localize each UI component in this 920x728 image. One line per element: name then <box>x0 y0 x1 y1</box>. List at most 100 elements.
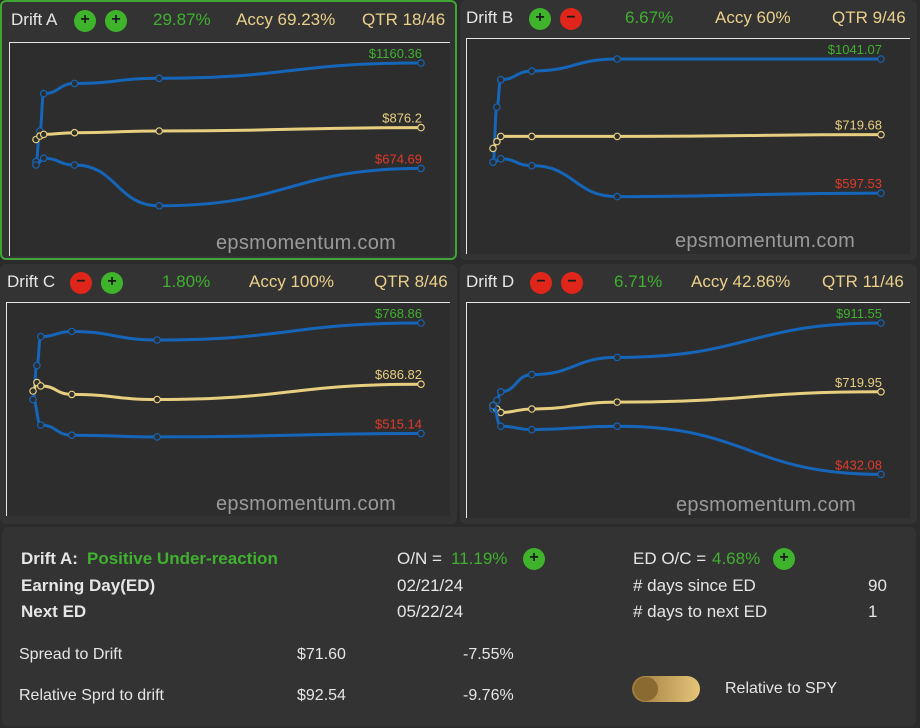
plus-icon[interactable]: + <box>105 10 127 32</box>
data-point <box>417 123 425 132</box>
drift-a-accuracy: Accy 69.23% <box>236 10 336 29</box>
plus-icon[interactable]: + <box>529 8 551 30</box>
drift-d-panel[interactable]: Drift D − − 6.71% Accy 42.86% QTR 11/46 … <box>460 264 917 524</box>
drift-d-header: Drift D − − 6.71% Accy 42.86% QTR 11/46 <box>460 264 917 300</box>
plus-icon[interactable]: + <box>523 548 545 570</box>
data-point <box>613 422 621 431</box>
spread-label: Spread to Drift <box>19 646 123 663</box>
upper-drift-line <box>34 61 422 164</box>
data-point <box>877 130 885 139</box>
data-point <box>877 319 885 327</box>
lower-drift-line <box>35 156 422 208</box>
data-point <box>70 79 79 88</box>
data-point <box>68 431 76 440</box>
drift-c-accuracy: Accy 100% <box>249 272 335 291</box>
minus-icon[interactable]: − <box>561 272 583 294</box>
drift-a-svg: $1160.36 $876.2 $674.69 <box>32 46 425 210</box>
data-point <box>496 422 505 431</box>
data-point <box>877 388 885 396</box>
minus-icon[interactable]: − <box>560 8 582 30</box>
data-point <box>155 74 164 83</box>
data-point <box>613 55 621 63</box>
drift-c-svg: $768.86 $686.82 $515.14 <box>29 306 425 441</box>
watermark: epsmomentum.com <box>675 230 856 252</box>
drift-d-qtr: QTR 11/46 <box>822 272 904 291</box>
drift-c-chart: $768.86 $686.82 $515.14 epsmomentum.com <box>6 302 450 516</box>
next-ed-value: 05/22/24 <box>397 602 464 621</box>
data-point <box>68 390 76 399</box>
mid-drift-line <box>492 390 882 414</box>
plus-icon[interactable]: + <box>74 10 96 32</box>
drift-b-svg: $1041.07 $719.68 $597.53 <box>489 42 885 201</box>
days-to-next-label: # days to next ED <box>633 602 768 621</box>
days-since-label: # days since ED <box>633 576 756 595</box>
drift-d-accuracy: Accy 42.86% <box>691 272 791 291</box>
ed-oc-label: ED O/C = <box>633 549 707 568</box>
minus-icon[interactable]: − <box>530 272 552 294</box>
drift-a-panel[interactable]: Drift A + + 29.87% Accy 69.23% QTR 18/46… <box>0 0 457 260</box>
minus-icon[interactable]: − <box>70 272 92 294</box>
drift-b-accuracy: Accy 60% <box>715 8 791 27</box>
drift-b-panel[interactable]: Drift B + − 6.67% Accy 60% QTR 9/46 $104… <box>460 0 917 260</box>
data-point <box>493 103 501 111</box>
lower-drift-line <box>31 398 422 439</box>
drift-a-header: Drift A + + 29.87% Accy 69.23% QTR 18/46 <box>2 2 455 38</box>
drift-c-panel[interactable]: Drift C − + 1.80% Accy 100% QTR 8/46 $76… <box>0 264 457 524</box>
drift-b-chart: $1041.07 $719.68 $597.53 epsmomentum.com <box>466 38 910 254</box>
price-label-bot: $432.08 <box>835 457 882 472</box>
drift-b-header: Drift B + − 6.67% Accy 60% QTR 9/46 <box>460 0 917 36</box>
data-point <box>528 370 536 379</box>
data-point <box>528 67 536 75</box>
data-point <box>496 388 505 396</box>
relative-spy-label: Relative to SPY <box>725 680 838 697</box>
data-point <box>877 55 885 63</box>
rel-spread-value: $92.54 <box>297 687 346 704</box>
data-point <box>528 425 536 434</box>
drift-d-percent: 6.71% <box>614 272 663 291</box>
data-point <box>489 401 497 410</box>
data-point <box>36 421 45 429</box>
upper-drift-line <box>31 321 422 401</box>
drift-d-title: Drift D <box>466 272 515 291</box>
rel-spread-pct: -9.76% <box>463 687 514 704</box>
price-label-bot: $674.69 <box>375 151 422 166</box>
data-point <box>489 144 497 153</box>
relative-spy-toggle[interactable] <box>632 676 700 702</box>
upper-drift-line <box>492 321 882 411</box>
price-label-top: $768.86 <box>375 306 422 321</box>
toggle-knob[interactable] <box>634 677 658 701</box>
watermark: epsmomentum.com <box>676 494 857 516</box>
earning-day-label: Earning Day(ED) <box>21 576 156 595</box>
drift-b-percent: 6.67% <box>625 8 674 27</box>
drift-b-title: Drift B <box>466 8 514 27</box>
drift-a-percent: 29.87% <box>153 10 211 29</box>
drift-c-header: Drift C − + 1.80% Accy 100% QTR 8/46 <box>0 264 457 300</box>
drift-a-qtr: QTR 18/46 <box>362 10 446 29</box>
plus-icon[interactable]: + <box>101 272 123 294</box>
price-label-top: $911.55 <box>836 306 882 321</box>
price-label-mid: $719.68 <box>835 118 882 133</box>
drift-value: Positive Under-reaction <box>87 549 278 568</box>
data-point <box>70 161 79 169</box>
plus-icon[interactable]: + <box>773 548 795 570</box>
lower-drift-line <box>492 404 882 476</box>
data-point <box>36 332 45 341</box>
price-label-top: $1041.07 <box>828 42 882 57</box>
watermark: epsmomentum.com <box>216 493 397 515</box>
summary-panel <box>2 527 916 726</box>
rel-spread-label: Relative Sprd to drift <box>19 687 164 704</box>
data-point <box>493 396 501 405</box>
watermark: epsmomentum.com <box>216 232 397 254</box>
drift-b-qtr: QTR 9/46 <box>832 8 906 27</box>
data-point <box>613 353 621 362</box>
drift-a-title: Drift A <box>11 10 58 29</box>
data-point <box>32 161 40 169</box>
data-point <box>417 380 425 389</box>
on-label: O/N = <box>397 549 442 568</box>
data-point <box>496 75 505 84</box>
data-point <box>155 127 164 135</box>
data-point <box>153 395 161 404</box>
data-point <box>39 130 48 139</box>
mid-drift-line <box>32 380 422 402</box>
data-point <box>417 164 425 173</box>
